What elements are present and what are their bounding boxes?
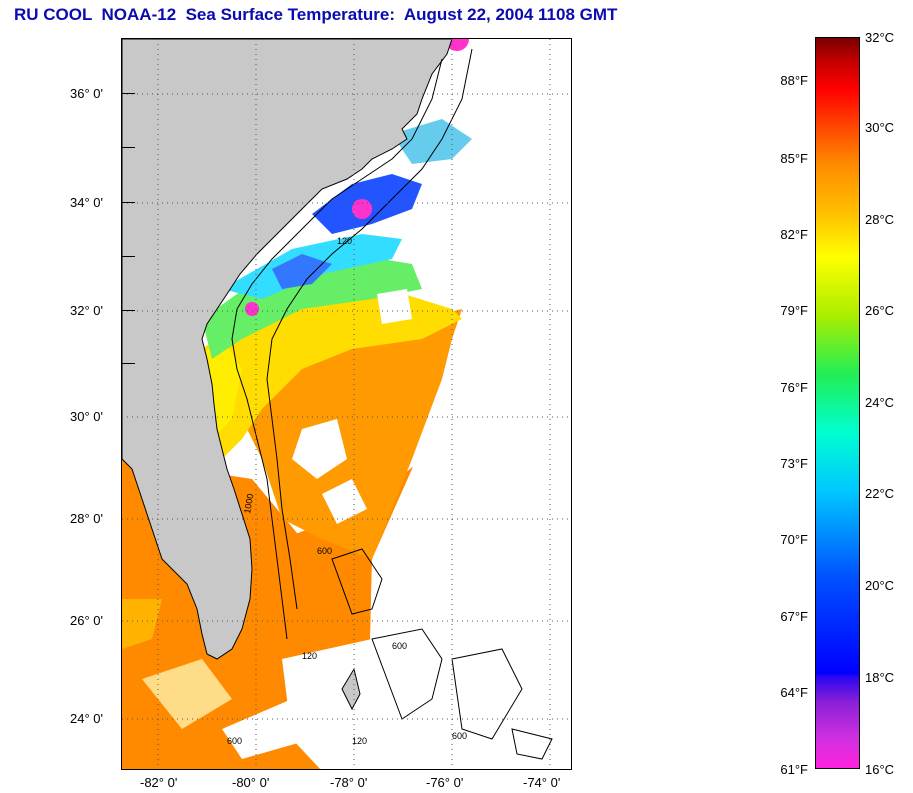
- sst-map-canvas: 120 1000 600 600 120 120 600 600: [122, 39, 571, 769]
- colorbar-f-label: 73°F: [780, 456, 808, 471]
- contour-bahamas: [371, 628, 443, 720]
- cloud-gap: [377, 289, 412, 324]
- land-southeast-us: [122, 39, 453, 660]
- axis-tick: [121, 147, 135, 148]
- axis-tick: [121, 93, 135, 94]
- contour-label: 600: [317, 546, 332, 556]
- lon-label: -76° 0': [426, 775, 464, 790]
- cloud-gap: [292, 419, 347, 479]
- sst-orange-gulf: [122, 599, 162, 649]
- lat-label: 26° 0': [70, 613, 103, 628]
- colorbar-f-label: 67°F: [780, 609, 808, 624]
- colorbar-f-label: 82°F: [780, 227, 808, 242]
- contour-bahamas: [511, 728, 553, 760]
- colorbar-c-label: 22°C: [865, 486, 895, 501]
- cloud-gap: [322, 479, 367, 524]
- map-grid: [122, 39, 571, 769]
- contour-label: 120: [302, 651, 317, 661]
- cloud-gap: [222, 699, 312, 759]
- lat-label: 30° 0': [70, 409, 103, 424]
- lat-label: 24° 0': [70, 711, 103, 726]
- contour-bahamas: [331, 548, 383, 615]
- lat-label: 32° 0': [70, 303, 103, 318]
- colorbar-c-label: 30°C: [865, 120, 895, 135]
- sst-magenta-spot: [245, 302, 259, 316]
- axis-tick: [121, 202, 135, 203]
- lon-label: -82° 0': [140, 775, 178, 790]
- colorbar-c-label: 16°C: [865, 762, 895, 777]
- contour-label: 600: [227, 736, 242, 746]
- colorbar-f-label: 70°F: [780, 532, 808, 547]
- axis-tick: [121, 363, 135, 364]
- colorbar-c-label: 28°C: [865, 212, 895, 227]
- lon-label: -80° 0': [232, 775, 270, 790]
- contour-bahamas: [451, 648, 523, 740]
- colorbar-f-label: 88°F: [780, 73, 808, 88]
- axis-tick: [121, 310, 135, 311]
- contour-label: 1000: [242, 493, 255, 514]
- lat-label: 34° 0': [70, 195, 103, 210]
- sst-cyan-north: [392, 119, 472, 164]
- contour-label: 600: [452, 731, 467, 741]
- lon-label: -74° 0': [523, 775, 561, 790]
- colorbar-f-label: 85°F: [780, 151, 808, 166]
- contour-1000: [266, 48, 473, 610]
- colorbar-f-label: 76°F: [780, 380, 808, 395]
- contour-label: 120: [352, 736, 367, 746]
- contour-label: 120: [337, 236, 352, 246]
- no-data-east: [367, 309, 571, 769]
- map-title: RU COOL NOAA-12 Sea Surface Temperature:…: [14, 5, 618, 24]
- colorbar-c-label: 20°C: [865, 578, 895, 593]
- axis-tick: [121, 256, 135, 257]
- contour-label: 600: [392, 641, 407, 651]
- colorbar-f-label: 64°F: [780, 685, 808, 700]
- lon-label: -78° 0': [330, 775, 368, 790]
- temperature-colorbar: [815, 37, 860, 769]
- colorbar-f-label: 79°F: [780, 303, 808, 318]
- land-bahamas: [341, 667, 361, 711]
- colorbar-f-label: 61°F: [780, 762, 808, 777]
- colorbar-c-label: 26°C: [865, 303, 895, 318]
- colorbar-c-label: 18°C: [865, 670, 895, 685]
- sst-yellow-south: [142, 659, 232, 729]
- contour-120: [231, 58, 443, 640]
- lat-label: 36° 0': [70, 86, 103, 101]
- sst-magenta-spot: [352, 199, 372, 219]
- lat-label: 28° 0': [70, 511, 103, 526]
- no-data-bahamas: [282, 639, 482, 769]
- sst-blue-inner: [272, 254, 332, 289]
- colorbar-c-label: 32°C: [865, 30, 895, 45]
- sst-map: 120 1000 600 600 120 120 600 600: [121, 38, 572, 770]
- colorbar-c-label: 24°C: [865, 395, 895, 410]
